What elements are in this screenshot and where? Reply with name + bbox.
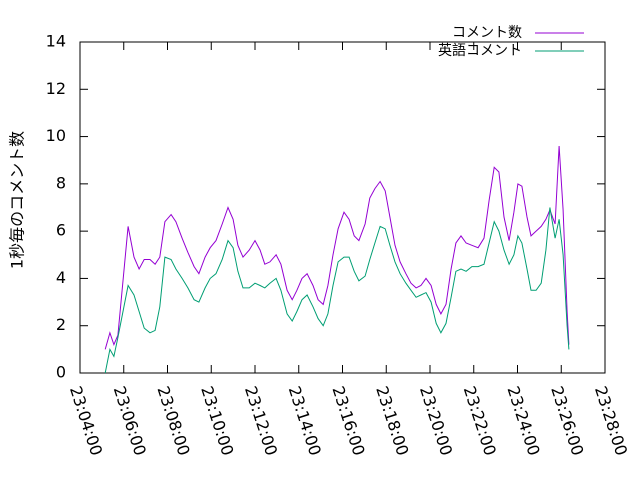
- x-tick-label: 23:12:00: [241, 384, 281, 458]
- plot-border: [79, 41, 606, 374]
- x-tick-label: 23:04:00: [66, 384, 106, 458]
- x-tick-label: 23:06:00: [110, 384, 150, 458]
- y-tick-label: 0: [56, 363, 66, 382]
- x-tick-label: 23:28:00: [591, 384, 631, 458]
- x-tick-label: 23:16:00: [328, 384, 368, 458]
- x-tick-label: 23:18:00: [372, 384, 412, 458]
- y-tick-label: 2: [56, 315, 66, 334]
- x-tick-label: 23:08:00: [153, 384, 193, 458]
- legend-label: 英語コメント: [438, 42, 522, 59]
- y-tick-label: 10: [46, 126, 66, 145]
- x-tick-label: 23:10:00: [197, 384, 237, 458]
- series-line: [104, 145, 570, 350]
- y-tick-label: 14: [46, 32, 66, 51]
- legend-label: コメント数: [452, 25, 522, 41]
- y-tick-label: 8: [56, 173, 66, 192]
- x-tick-label: 23:24:00: [503, 384, 543, 458]
- y-tick-label: 4: [56, 268, 66, 287]
- x-tick-label: 23:26:00: [547, 384, 587, 458]
- y-axis-label: 1秒毎のコメント数: [8, 131, 27, 269]
- y-tick-label: 6: [56, 221, 66, 240]
- y-tick-label: 12: [46, 79, 66, 98]
- x-tick-label: 23:14:00: [285, 384, 325, 458]
- x-tick-label: 23:20:00: [416, 384, 456, 458]
- x-tick-label: 23:22:00: [460, 384, 500, 458]
- series-line: [104, 207, 570, 374]
